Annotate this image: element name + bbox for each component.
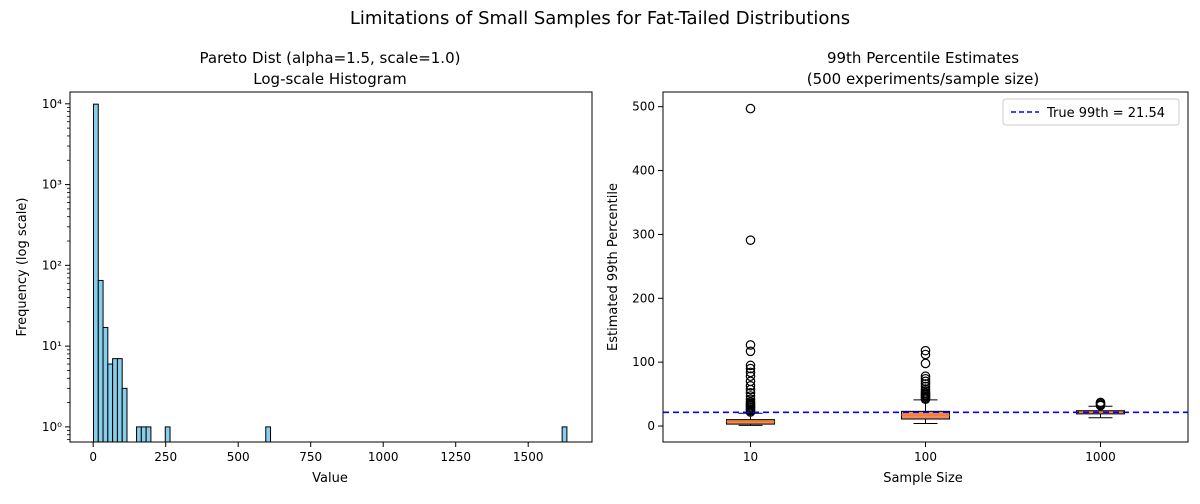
y-tick-label: 0 (647, 419, 655, 433)
boxplot-y-ticks: 0 100 200 300 400 500 (632, 100, 663, 433)
histogram-bar (561, 426, 568, 443)
box-outlier (920, 381, 931, 392)
histogram-y-label: Frequency (log scale) (15, 198, 30, 337)
histogram-bar (116, 358, 123, 443)
box-outlier (920, 349, 931, 360)
figure-suptitle: Limitations of Small Samples for Fat-Tai… (350, 8, 850, 29)
legend-label: True 99th = 21.54 (1046, 106, 1165, 121)
box-outlier (1095, 397, 1106, 408)
y-tick-label: 200 (632, 291, 655, 305)
histogram-x-ticks: 0 250 500 750 1000 1250 1500 (89, 442, 543, 464)
x-tick-label: 0 (89, 450, 97, 464)
box-outlier (920, 373, 931, 384)
box-outlier (745, 371, 756, 382)
y-tick-label: 10³ (42, 178, 62, 192)
box-outlier (745, 346, 756, 357)
histogram-bar (265, 426, 272, 443)
boxplot-x-ticks: 10 100 1000 (743, 442, 1116, 464)
box-outlier (745, 340, 756, 350)
boxplot-y-label: Estimated 99th Percentile (606, 183, 621, 351)
y-tick-label: 10² (42, 258, 62, 272)
histogram-bar (102, 327, 109, 443)
box-outlier (920, 358, 931, 369)
histogram-bar (145, 426, 152, 443)
y-tick-label: 10⁰ (42, 420, 62, 434)
box-outlier (920, 376, 931, 387)
boxplot-x-label: Sample Size (883, 471, 963, 486)
x-tick-label: 750 (299, 450, 322, 464)
histogram-y-ticks: 10⁰ 10¹ 10² 10³ 10⁴ (42, 97, 70, 440)
boxplot-subtitle: (500 experiments/sample size) (807, 70, 1040, 88)
y-tick-label: 500 (632, 100, 655, 114)
x-tick-label: 1000 (368, 450, 399, 464)
box-outlier (920, 371, 931, 382)
x-tick-label: 1500 (513, 450, 544, 464)
box-outlier (745, 394, 756, 405)
y-tick-label: 300 (632, 227, 655, 241)
box-outlier (745, 103, 756, 114)
box-outlier (745, 391, 756, 401)
x-tick-label: 500 (227, 450, 250, 464)
x-tick-label: 250 (154, 450, 177, 464)
boxplot-title: 99th Percentile Estimates (827, 49, 1019, 67)
x-tick-label: 1000 (1085, 450, 1116, 464)
histogram-bar (136, 426, 142, 443)
x-tick-label: 1250 (440, 450, 471, 464)
boxplot-plot-frame (662, 91, 1189, 443)
histogram-plot-frame (69, 91, 593, 443)
histogram-bar (92, 103, 99, 443)
histogram-bar (121, 387, 128, 443)
x-tick-label: 100 (914, 450, 937, 464)
box-outlier (920, 345, 931, 356)
histogram-chart: Pareto Dist (alpha=1.5, scale=1.0) Log-s… (15, 49, 593, 486)
box-outlier (920, 379, 931, 389)
histogram-bar (164, 426, 171, 443)
histogram-subtitle: Log-scale Histogram (253, 70, 406, 88)
box-outlier (745, 367, 756, 378)
histogram-x-label: Value (312, 471, 348, 486)
histogram-bar (112, 358, 118, 443)
y-tick-label: 400 (632, 164, 655, 178)
y-tick-label: 100 (632, 355, 655, 369)
box-outlier (745, 363, 756, 374)
x-tick-label: 10 (743, 450, 758, 464)
legend-box (1002, 98, 1180, 126)
histogram-bar (140, 426, 147, 443)
box-outlier (745, 360, 756, 371)
y-tick-label: 10⁴ (42, 97, 62, 111)
legend: True 99th = 21.54 (1002, 98, 1180, 126)
box-outlier (920, 384, 931, 394)
boxplot-boxes (726, 103, 1125, 426)
histogram-bars (92, 103, 568, 443)
boxplot-chart: 99th Percentile Estimates (500 experimen… (606, 49, 1189, 486)
y-tick-label: 10¹ (42, 339, 62, 353)
box-outlier (745, 380, 756, 391)
box-outlier (745, 388, 756, 398)
box-outlier (745, 235, 756, 245)
histogram-bar (97, 279, 104, 443)
histogram-title: Pareto Dist (alpha=1.5, scale=1.0) (200, 49, 461, 67)
histogram-bar (107, 363, 114, 443)
